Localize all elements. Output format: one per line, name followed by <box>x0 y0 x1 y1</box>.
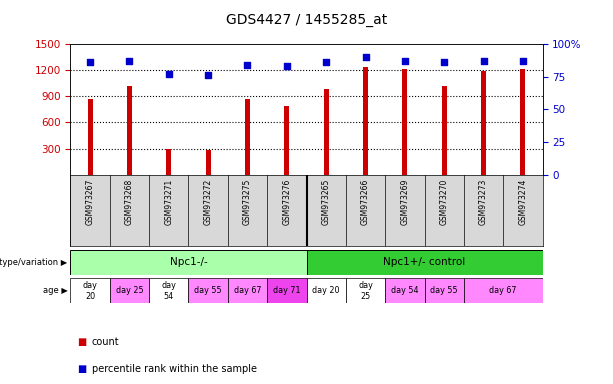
Point <box>124 58 134 64</box>
Bar <box>324 89 329 175</box>
FancyBboxPatch shape <box>228 278 267 303</box>
FancyBboxPatch shape <box>267 278 306 303</box>
FancyBboxPatch shape <box>149 278 189 303</box>
Text: genotype/variation ▶: genotype/variation ▶ <box>0 258 67 266</box>
Bar <box>481 71 486 175</box>
Bar <box>442 86 446 175</box>
Text: GSM973274: GSM973274 <box>519 178 527 225</box>
Text: count: count <box>92 337 120 347</box>
Text: day
20: day 20 <box>83 281 97 301</box>
Point <box>204 73 213 79</box>
Text: day 54: day 54 <box>391 286 419 295</box>
Text: Npc1-/-: Npc1-/- <box>170 257 207 267</box>
Text: GSM973268: GSM973268 <box>125 178 134 225</box>
Point <box>321 60 331 66</box>
Bar <box>127 86 132 175</box>
Text: ■: ■ <box>77 337 86 347</box>
Bar <box>403 68 407 175</box>
Text: day
25: day 25 <box>358 281 373 301</box>
Point <box>479 58 489 64</box>
Text: GSM973266: GSM973266 <box>361 178 370 225</box>
FancyBboxPatch shape <box>306 250 543 275</box>
Bar <box>520 70 525 175</box>
FancyBboxPatch shape <box>385 278 424 303</box>
Text: GSM973276: GSM973276 <box>283 178 291 225</box>
Bar <box>245 99 250 175</box>
FancyBboxPatch shape <box>70 278 110 303</box>
Point <box>243 62 253 68</box>
FancyBboxPatch shape <box>424 278 464 303</box>
FancyBboxPatch shape <box>189 278 228 303</box>
Point <box>360 54 370 60</box>
Text: ■: ■ <box>77 364 86 374</box>
Text: age ▶: age ▶ <box>42 286 67 295</box>
Bar <box>167 149 171 175</box>
Text: GSM973271: GSM973271 <box>164 178 173 225</box>
Text: GDS4427 / 1455285_at: GDS4427 / 1455285_at <box>226 13 387 27</box>
Point <box>440 60 449 66</box>
Text: day 67: day 67 <box>489 286 517 295</box>
Text: GSM973265: GSM973265 <box>322 178 330 225</box>
Text: day 55: day 55 <box>194 286 222 295</box>
Bar <box>88 99 93 175</box>
FancyBboxPatch shape <box>110 278 149 303</box>
FancyBboxPatch shape <box>346 278 385 303</box>
FancyBboxPatch shape <box>70 250 306 275</box>
Text: day 67: day 67 <box>234 286 261 295</box>
Text: GSM973272: GSM973272 <box>204 178 213 225</box>
Point <box>164 71 173 77</box>
Bar <box>284 106 289 175</box>
Point <box>85 60 95 66</box>
FancyBboxPatch shape <box>306 278 346 303</box>
Text: Npc1+/- control: Npc1+/- control <box>383 257 466 267</box>
Text: GSM973269: GSM973269 <box>400 178 409 225</box>
Text: GSM973275: GSM973275 <box>243 178 252 225</box>
Text: percentile rank within the sample: percentile rank within the sample <box>92 364 257 374</box>
Text: day 71: day 71 <box>273 286 300 295</box>
Text: GSM973267: GSM973267 <box>86 178 94 225</box>
Point <box>518 58 528 64</box>
Text: day
54: day 54 <box>161 281 177 301</box>
Bar <box>363 67 368 175</box>
Text: GSM973270: GSM973270 <box>440 178 449 225</box>
Text: day 20: day 20 <box>313 286 340 295</box>
Text: day 55: day 55 <box>430 286 458 295</box>
Text: day 25: day 25 <box>116 286 143 295</box>
Point <box>400 58 409 64</box>
FancyBboxPatch shape <box>464 278 543 303</box>
Bar <box>206 151 210 175</box>
Text: GSM973273: GSM973273 <box>479 178 488 225</box>
Point <box>282 63 292 70</box>
